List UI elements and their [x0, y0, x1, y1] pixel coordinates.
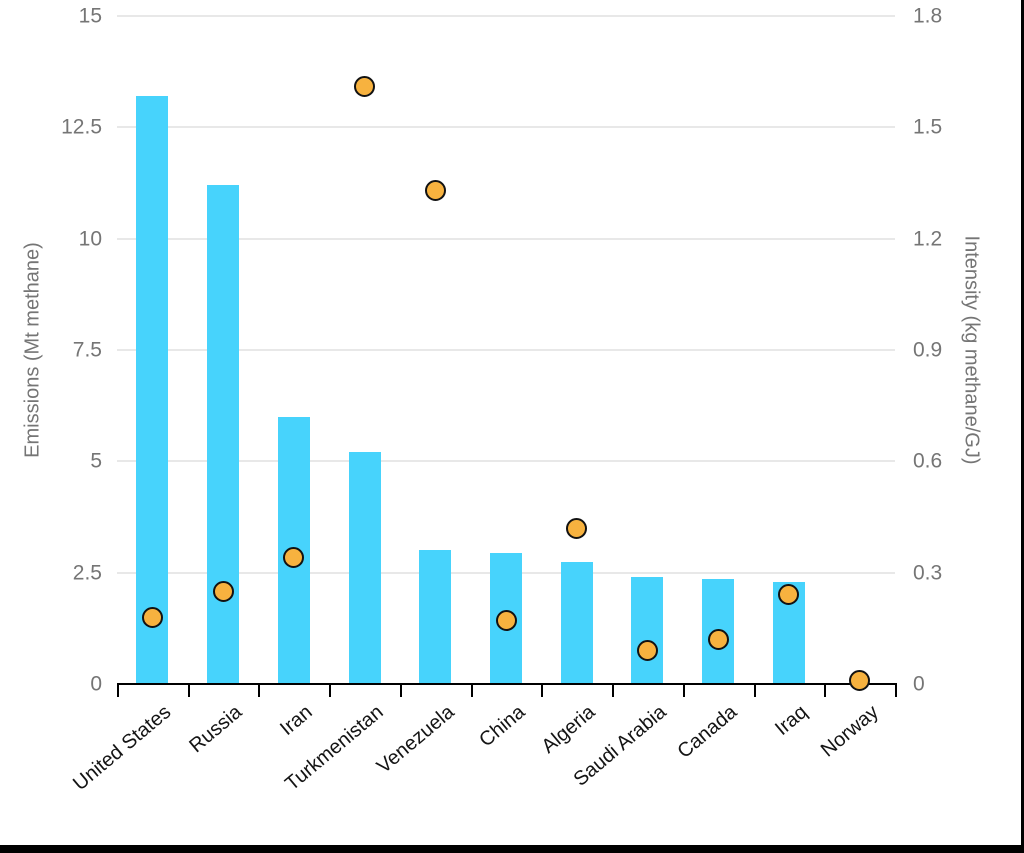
- left-axis-tick-label: 12.5: [61, 115, 102, 139]
- x-axis-label: Norway: [816, 701, 883, 762]
- bar: [631, 577, 664, 684]
- x-axis-tick: [824, 684, 827, 697]
- intensity-dot: [707, 628, 729, 650]
- x-axis-tick: [612, 684, 615, 697]
- left-axis-title: Emissions (Mt methane): [21, 242, 44, 458]
- intensity-dot: [283, 547, 305, 569]
- x-axis-label: Iran: [276, 701, 317, 741]
- intensity-dot: [141, 606, 163, 628]
- x-axis-label: Russia: [185, 701, 247, 758]
- x-axis-tick: [399, 684, 402, 697]
- left-axis-tick-label: 0: [90, 672, 102, 696]
- right-axis-tick-label: 0.6: [913, 449, 943, 473]
- right-axis-tick-label: 1.8: [913, 4, 943, 28]
- bar: [419, 550, 452, 684]
- gridline: [117, 237, 895, 240]
- left-axis-tick-label: 15: [78, 4, 102, 28]
- x-axis-label: United States: [69, 701, 176, 796]
- x-axis-label: Iraq: [771, 701, 813, 741]
- x-axis-label: Canada: [673, 701, 742, 763]
- bar: [207, 185, 240, 684]
- right-axis-tick-label: 0.9: [913, 338, 943, 362]
- right-axis-tick-label: 0.3: [913, 561, 943, 585]
- intensity-dot: [636, 640, 658, 662]
- screenshot-right-edge: [1021, 0, 1024, 853]
- x-axis-tick: [117, 684, 119, 697]
- left-axis-tick-label: 5: [90, 449, 102, 473]
- x-axis-tick: [895, 684, 897, 697]
- x-axis-line: [117, 683, 897, 685]
- left-axis-tick-label: 7.5: [72, 338, 102, 362]
- bar: [560, 561, 593, 684]
- x-axis-tick: [753, 684, 756, 697]
- intensity-dot: [495, 610, 517, 632]
- intensity-dot: [354, 76, 376, 97]
- x-axis-tick: [470, 684, 473, 697]
- bar: [348, 452, 381, 684]
- intensity-dot: [424, 179, 446, 201]
- left-axis-tick-label: 2.5: [72, 561, 102, 585]
- intensity-dot: [566, 517, 588, 539]
- right-axis-tick-label: 0: [913, 672, 925, 696]
- x-axis-tick: [258, 684, 261, 697]
- intensity-dot: [212, 580, 234, 602]
- left-axis-tick-label: 10: [78, 227, 102, 251]
- right-axis-tick-label: 1.2: [913, 227, 943, 251]
- x-axis-label: Algeria: [538, 701, 600, 758]
- right-axis-tick-label: 1.5: [913, 115, 943, 139]
- gridline: [117, 126, 895, 129]
- x-axis-tick: [187, 684, 190, 697]
- gridline: [117, 460, 895, 463]
- gridline: [117, 15, 895, 17]
- right-axis-title: Intensity (kg methane/GJ): [960, 235, 983, 465]
- x-axis-tick: [329, 684, 332, 697]
- bar: [136, 96, 169, 684]
- x-axis-tick: [541, 684, 544, 697]
- intensity-dot: [778, 584, 800, 606]
- x-axis-label: Venezuela: [372, 701, 459, 778]
- screenshot-bottom-edge: [0, 845, 1024, 853]
- intensity-dot: [849, 669, 871, 691]
- x-axis-tick: [682, 684, 685, 697]
- gridline: [117, 349, 895, 351]
- x-axis-label: China: [474, 701, 530, 752]
